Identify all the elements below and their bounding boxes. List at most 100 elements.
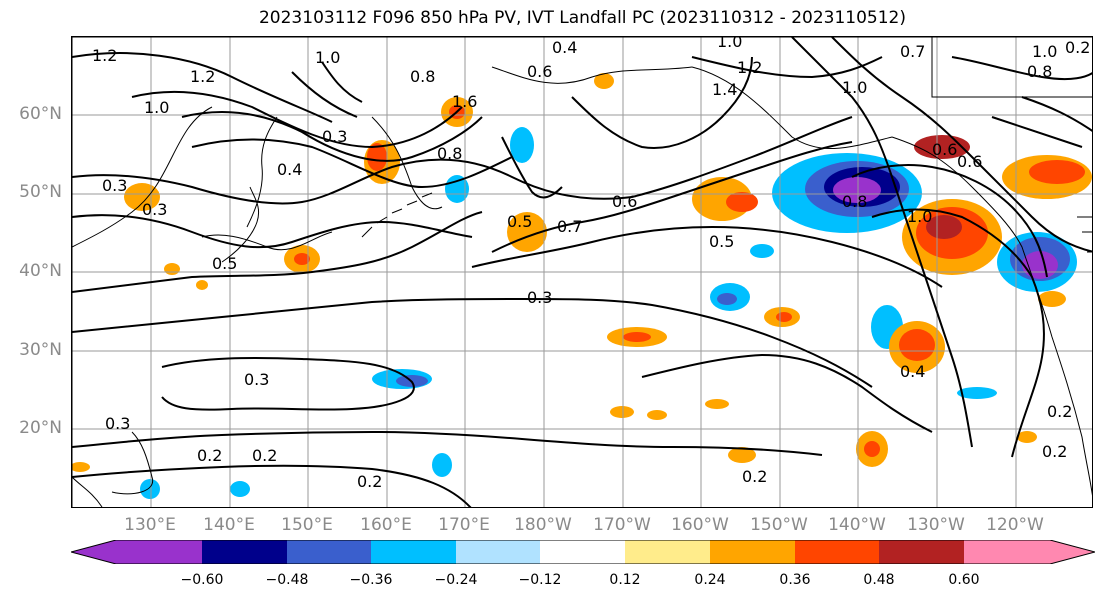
contour-label: 0.7	[900, 42, 925, 61]
colorbar-tick-label: 0.48	[863, 572, 895, 588]
pos-anomaly-far-east-2	[1017, 431, 1037, 443]
colorbar-segment	[371, 540, 456, 564]
map-svg: 1.2 1.0 0.8 0.4 0.6 1.6 1.0 1.2 1.4 1.0 …	[72, 37, 1092, 507]
contour-labels: 1.2 1.0 0.8 0.4 0.6 1.6 1.0 1.2 1.4 1.0 …	[92, 37, 1090, 491]
pos-anomaly-okhotsk-sea-core	[367, 143, 387, 171]
lon-label-140e: 140°E	[203, 515, 255, 535]
contour-label: 0.7	[557, 217, 582, 236]
contour-label: 1.2	[92, 46, 117, 65]
colorbar-tick-label: 0.36	[779, 572, 811, 588]
pos-anomaly-south-3	[610, 406, 634, 418]
contour-label: 0.2	[252, 446, 277, 465]
colorbar-segments	[71, 540, 1095, 564]
colorbar-segment	[710, 540, 795, 564]
contour-label: 1.4	[712, 80, 737, 99]
contour-label: 1.0	[842, 78, 867, 97]
lon-label-150e: 150°E	[281, 515, 333, 535]
contour-label: 0.5	[709, 232, 734, 251]
colorbar-segment	[71, 540, 202, 564]
contour-label: 0.4	[277, 160, 302, 179]
neg-anomaly-east-3	[750, 244, 774, 258]
lon-label-130w: 130°W	[907, 515, 965, 535]
colorbar-tick-label: −0.60	[180, 572, 224, 588]
pos-anomaly-west-1	[196, 280, 208, 290]
pos-anomaly-northwest-coast-core	[926, 215, 962, 239]
contour-label: 0.2	[1065, 38, 1090, 57]
contour-label: 1.0	[717, 37, 742, 51]
contour-label: 0.3	[105, 414, 130, 433]
neg-anomaly-gulf-alaska-core	[833, 177, 881, 203]
lon-label-140w: 140°W	[828, 515, 886, 535]
contour-label: 0.2	[742, 467, 767, 486]
pos-anomaly-bc-coast-core	[1029, 160, 1085, 184]
neg-anomaly-kamchatka	[510, 127, 534, 163]
neg-anomaly-southwest-1	[432, 453, 452, 477]
contour-label: 1.2	[737, 58, 762, 77]
contour-label: 0.5	[507, 212, 532, 231]
colorbar-tick-label: 0.60	[948, 572, 980, 588]
contour-label: 0.3	[142, 200, 167, 219]
neg-anomaly-west-coast-core	[1022, 251, 1058, 279]
contour-label: 0.6	[527, 62, 552, 81]
contour-label: 0.6	[957, 152, 982, 171]
lon-label-170w: 170°W	[593, 515, 651, 535]
colorbar-segment	[287, 540, 371, 564]
colorbar-tick-label: −0.24	[434, 572, 478, 588]
contour-label: 0.8	[842, 192, 867, 211]
colorbar-segment	[795, 540, 879, 564]
pos-anomaly-central-2-core	[776, 312, 792, 322]
pos-anomaly-south-4	[647, 410, 667, 420]
contour-label: 0.8	[1027, 62, 1052, 81]
contour-label: 0.3	[527, 288, 552, 307]
lon-label-130e: 130°E	[124, 515, 176, 535]
neg-anomaly-east-2	[957, 387, 997, 399]
map-panel: 1.2 1.0 0.8 0.4 0.6 1.6 1.0 1.2 1.4 1.0 …	[71, 36, 1093, 508]
chart-title: 2023103112 F096 850 hPa PV, IVT Landfall…	[258, 8, 906, 28]
contour-label: 0.6	[612, 192, 637, 211]
contour-label: 0.8	[437, 144, 462, 163]
pos-anomaly-west-2	[72, 462, 90, 472]
colorbar-tick-label: −0.48	[265, 572, 309, 588]
contour-label: 0.5	[212, 254, 237, 273]
pos-anomaly-south-1-core	[864, 441, 880, 457]
pos-anomaly-southwest	[164, 263, 180, 275]
contour-label: 1.6	[452, 92, 477, 111]
contour-label: 1.0	[144, 98, 169, 117]
lon-label-120w: 120°W	[986, 515, 1044, 535]
contour-label: 0.6	[932, 140, 957, 159]
contour-label: 0.3	[322, 127, 347, 146]
pos-anomaly-gulf-west-core	[726, 192, 758, 212]
lon-label-170e: 170°E	[438, 515, 490, 535]
contour-label: 0.2	[1042, 442, 1067, 461]
pv-contours	[72, 37, 1092, 507]
lat-label-40n: 40°N	[19, 261, 62, 281]
neg-anomaly-southwest-2	[230, 481, 250, 497]
contour-label: 1.0	[315, 48, 340, 67]
contour-label: 0.3	[102, 176, 127, 195]
lon-label-150w: 150°W	[750, 515, 808, 535]
contour-label: 0.3	[244, 370, 269, 389]
lat-label-20n: 20°N	[19, 418, 62, 438]
pos-anomaly-east-pacific-core	[899, 329, 935, 361]
colorbar-tick-label: 0.12	[609, 572, 641, 588]
neg-anomaly-southwest-3	[140, 479, 160, 499]
colorbar-segment	[964, 540, 1095, 564]
contour-label: 1.0	[1032, 42, 1057, 61]
lat-label-30n: 30°N	[19, 340, 62, 360]
colorbar-tick-label: −0.36	[349, 572, 393, 588]
contour-label: 0.8	[410, 67, 435, 86]
lon-label-160e: 160°E	[360, 515, 412, 535]
contour-label: 1.2	[190, 67, 215, 86]
colorbar	[71, 540, 1095, 564]
lat-label-50n: 50°N	[19, 182, 62, 202]
lat-label-60n: 60°N	[19, 104, 62, 124]
colorbar-tick-label: −0.12	[518, 572, 562, 588]
colorbar-segment	[202, 540, 287, 564]
contour-label: 0.2	[1047, 402, 1072, 421]
pos-anomaly-japan-east-core	[294, 253, 310, 265]
pos-anomaly-aleutian	[594, 73, 614, 89]
lon-label-180w: 180°W	[514, 515, 572, 535]
contour-label: 0.4	[552, 38, 577, 57]
colorbar-segment	[625, 540, 710, 564]
colorbar-segment	[879, 540, 964, 564]
